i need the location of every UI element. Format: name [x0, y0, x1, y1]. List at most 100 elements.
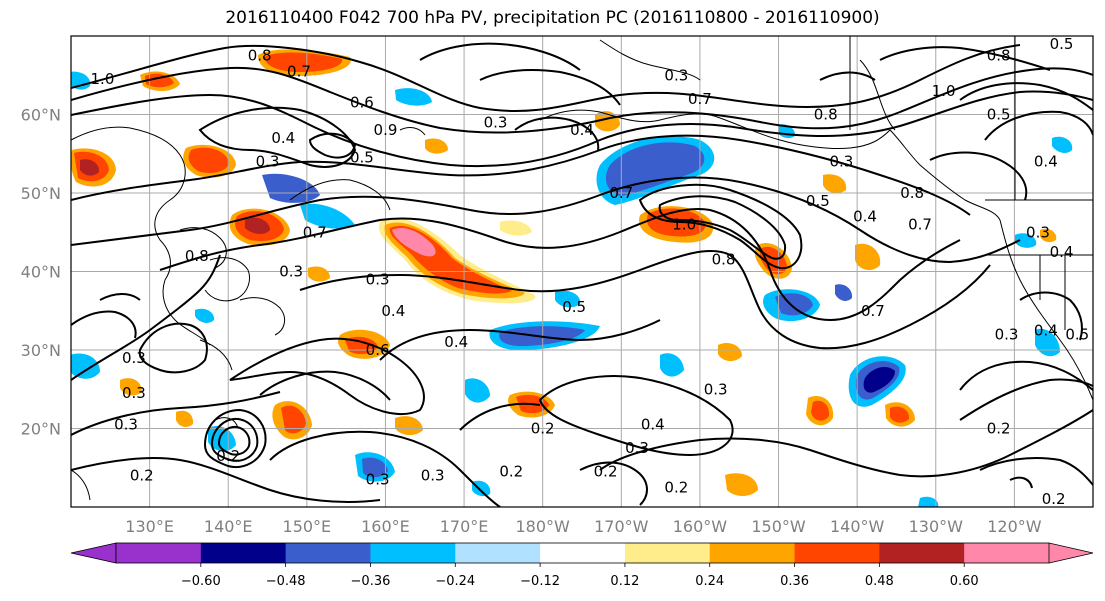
contour-label: 0.8 [987, 47, 1011, 65]
contour-label: 0.3 [625, 439, 649, 457]
contour-label: 0.2 [531, 420, 555, 438]
pv-contours [71, 42, 1093, 507]
contour-label: 0.3 [366, 471, 390, 489]
lon-tick-label: 150°E [283, 517, 332, 536]
contour-label: 0.2 [216, 447, 240, 465]
colorbar-tick-label: −0.12 [520, 574, 560, 589]
lon-tick-label: 160°W [673, 517, 728, 536]
contour-label: 0.8 [900, 184, 924, 202]
colorbar-frame [115, 542, 1050, 564]
contour-label: 0.6 [366, 341, 390, 359]
contour-label: 0.2 [594, 463, 618, 481]
colorbar-segment [370, 543, 456, 563]
contour-label: 0.5 [1065, 325, 1089, 343]
contour-label: 0.2 [499, 463, 523, 481]
negative-anomalies [71, 71, 1073, 507]
colorbar-tick-label: 0.24 [695, 574, 724, 589]
colorbar-segment [455, 543, 541, 563]
contour-label: 0.2 [987, 420, 1011, 438]
contour-label: 0.8 [185, 247, 209, 265]
contour-label: 0.2 [664, 478, 688, 496]
lat-tick-label: 20°N [21, 420, 61, 439]
lon-tick-label: 170°E [440, 517, 489, 536]
colorbar-segment [879, 543, 965, 563]
colorbar-tick-label: 0.36 [780, 574, 809, 589]
contour-label: 0.5 [562, 298, 586, 316]
contour-label: 0.6 [350, 94, 374, 112]
contour-label: 1.0 [672, 215, 696, 233]
lon-tick-label: 180°W [516, 517, 571, 536]
contour-label: 0.3 [114, 416, 138, 434]
colorbar-segment [540, 543, 626, 563]
colorbar-segment [116, 543, 202, 563]
lon-tick-label: 120°W [987, 517, 1042, 536]
lon-tick-label: 130°W [909, 517, 964, 536]
contour-label: 0.3 [995, 325, 1019, 343]
contour-label: 0.4 [1034, 153, 1058, 171]
contour-label: 0.3 [1026, 223, 1050, 241]
contour-label: 0.3 [664, 66, 688, 84]
map-title: 2016110400 F042 700 hPa PV, precipitatio… [225, 8, 880, 28]
colorbar-tick-label: −0.36 [351, 574, 391, 589]
contour-label: 0.3 [279, 263, 303, 281]
contour-label: 0.7 [609, 184, 633, 202]
contour-label: 0.3 [704, 380, 728, 398]
contour-label: 0.7 [688, 90, 712, 108]
colorbar: −0.60 −0.48 −0.36 −0.24 −0.12 0.12 0.24 0.36 0.4… [70, 542, 1094, 589]
contour-label: 0.3 [484, 113, 508, 131]
contour-label: 0.8 [814, 106, 838, 124]
lat-tick-label: 40°N [21, 263, 61, 282]
contour-label: 0.3 [830, 153, 854, 171]
contour-label: 0.5 [350, 149, 374, 167]
contour-label: 0.4 [444, 333, 468, 351]
contour-label: 0.4 [853, 208, 877, 226]
contour-label: 0.4 [641, 416, 665, 434]
contour-label: 0.4 [570, 121, 594, 139]
contour-label: 0.2 [1042, 490, 1066, 508]
colorbar-tick-label: −0.60 [181, 574, 221, 589]
colorbar-segment [794, 543, 880, 563]
contour-label: 0.3 [421, 467, 445, 485]
colorbar-segment [200, 543, 287, 563]
map-frame [70, 35, 1094, 508]
longitude-labels: 130°E 140°E 150°E 160°E 170°E 180°W 170°W 160°W… [125, 517, 1041, 536]
contour-label: 0.4 [271, 129, 295, 147]
contour-label: 0.3 [122, 384, 146, 402]
colorbar-max-arrow [1048, 542, 1094, 564]
lat-tick-label: 60°N [21, 106, 61, 125]
contour-label: 0.5 [1050, 35, 1074, 53]
colorbar-segment [285, 543, 371, 563]
coastlines [71, 36, 1093, 501]
colorbar-tick-label: 0.12 [610, 574, 639, 589]
lon-tick-label: 130°E [125, 517, 174, 536]
contour-label: 0.3 [366, 270, 390, 288]
colorbar-segment [709, 543, 796, 563]
contour-label: 0.4 [381, 302, 405, 320]
contour-label: 0.4 [1050, 243, 1074, 261]
contour-label: 0.3 [122, 349, 146, 367]
lat-tick-label: 30°N [21, 341, 61, 360]
map-content: 0.80.71.00.60.40.3 0.50.9 0.3 0.40.70.30.80… [71, 35, 1093, 508]
latitude-labels: 60°N 50°N 40°N 30°N 20°N [21, 106, 61, 439]
colorbar-tick-label: −0.48 [266, 574, 306, 589]
contour-label: 0.8 [248, 47, 272, 65]
contour-label: 0.3 [256, 153, 280, 171]
lat-tick-label: 50°N [21, 184, 61, 203]
lon-tick-label: 170°W [594, 517, 649, 536]
lon-tick-label: 140°W [830, 517, 885, 536]
colorbar-segment [624, 543, 711, 563]
contour-label: 0.9 [374, 121, 398, 139]
contour-label: 0.7 [287, 62, 311, 80]
contour-label: 1.0 [91, 70, 115, 88]
contour-label: 0.5 [806, 192, 830, 210]
contour-label: 0.7 [908, 215, 932, 233]
contour-label: 0.4 [1034, 321, 1058, 339]
colorbar-min-arrow [70, 542, 117, 564]
contour-label: 1.0 [932, 82, 956, 100]
contour-label: 0.7 [861, 302, 885, 320]
contour-label: 0.2 [130, 467, 154, 485]
contour-label: 0.8 [712, 251, 736, 269]
contour-label: 0.5 [987, 106, 1011, 124]
colorbar-tick-label: 0.48 [865, 574, 894, 589]
